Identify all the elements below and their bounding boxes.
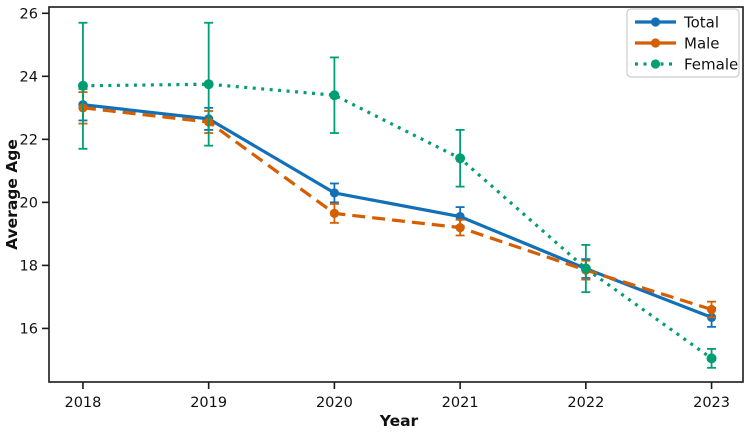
legend-marker <box>650 17 661 27</box>
data-point-marker <box>706 353 717 364</box>
legend-label: Male <box>684 35 720 53</box>
data-point-marker <box>329 90 340 101</box>
legend-marker <box>650 38 661 48</box>
x-axis-title: Year <box>379 412 419 430</box>
x-tick-label: 2018 <box>64 395 101 411</box>
series-line <box>82 82 713 360</box>
legend-marker <box>650 59 661 69</box>
data-point-marker <box>329 208 339 219</box>
y-axis: 16 18 20 22 24 26 <box>20 6 49 337</box>
legend-label: Total <box>683 14 719 32</box>
y-tick-label: 20 <box>20 195 38 211</box>
data-point-marker <box>455 222 465 233</box>
x-tick-label: 2019 <box>190 395 227 411</box>
x-tick-label: 2023 <box>693 395 730 411</box>
x-tick-label: 2021 <box>442 395 479 411</box>
y-tick-label: 16 <box>20 321 38 337</box>
y-tick-label: 26 <box>20 6 38 22</box>
plot-frame <box>48 6 744 383</box>
data-point-marker <box>329 188 339 198</box>
y-axis-title: Average Age <box>3 139 21 250</box>
data-point-marker <box>455 153 466 164</box>
data-point-marker <box>580 263 591 274</box>
series-total <box>78 88 717 328</box>
x-axis: 2018 2019 2020 2021 2022 2023 <box>64 382 730 411</box>
y-tick-label: 22 <box>20 132 38 148</box>
x-tick-label: 2020 <box>316 395 353 411</box>
data-point-marker <box>77 80 88 91</box>
data-point-marker <box>203 79 214 90</box>
data-point-marker <box>706 304 717 315</box>
series-line <box>82 103 713 319</box>
legend-label: Female <box>684 56 738 74</box>
x-tick-label: 2022 <box>567 395 604 411</box>
series-female <box>77 21 717 369</box>
series-line <box>82 106 713 312</box>
series-male <box>78 91 717 319</box>
legend: Total Male Female <box>626 8 740 78</box>
y-tick-label: 24 <box>20 69 38 85</box>
y-tick-label: 18 <box>20 258 38 274</box>
